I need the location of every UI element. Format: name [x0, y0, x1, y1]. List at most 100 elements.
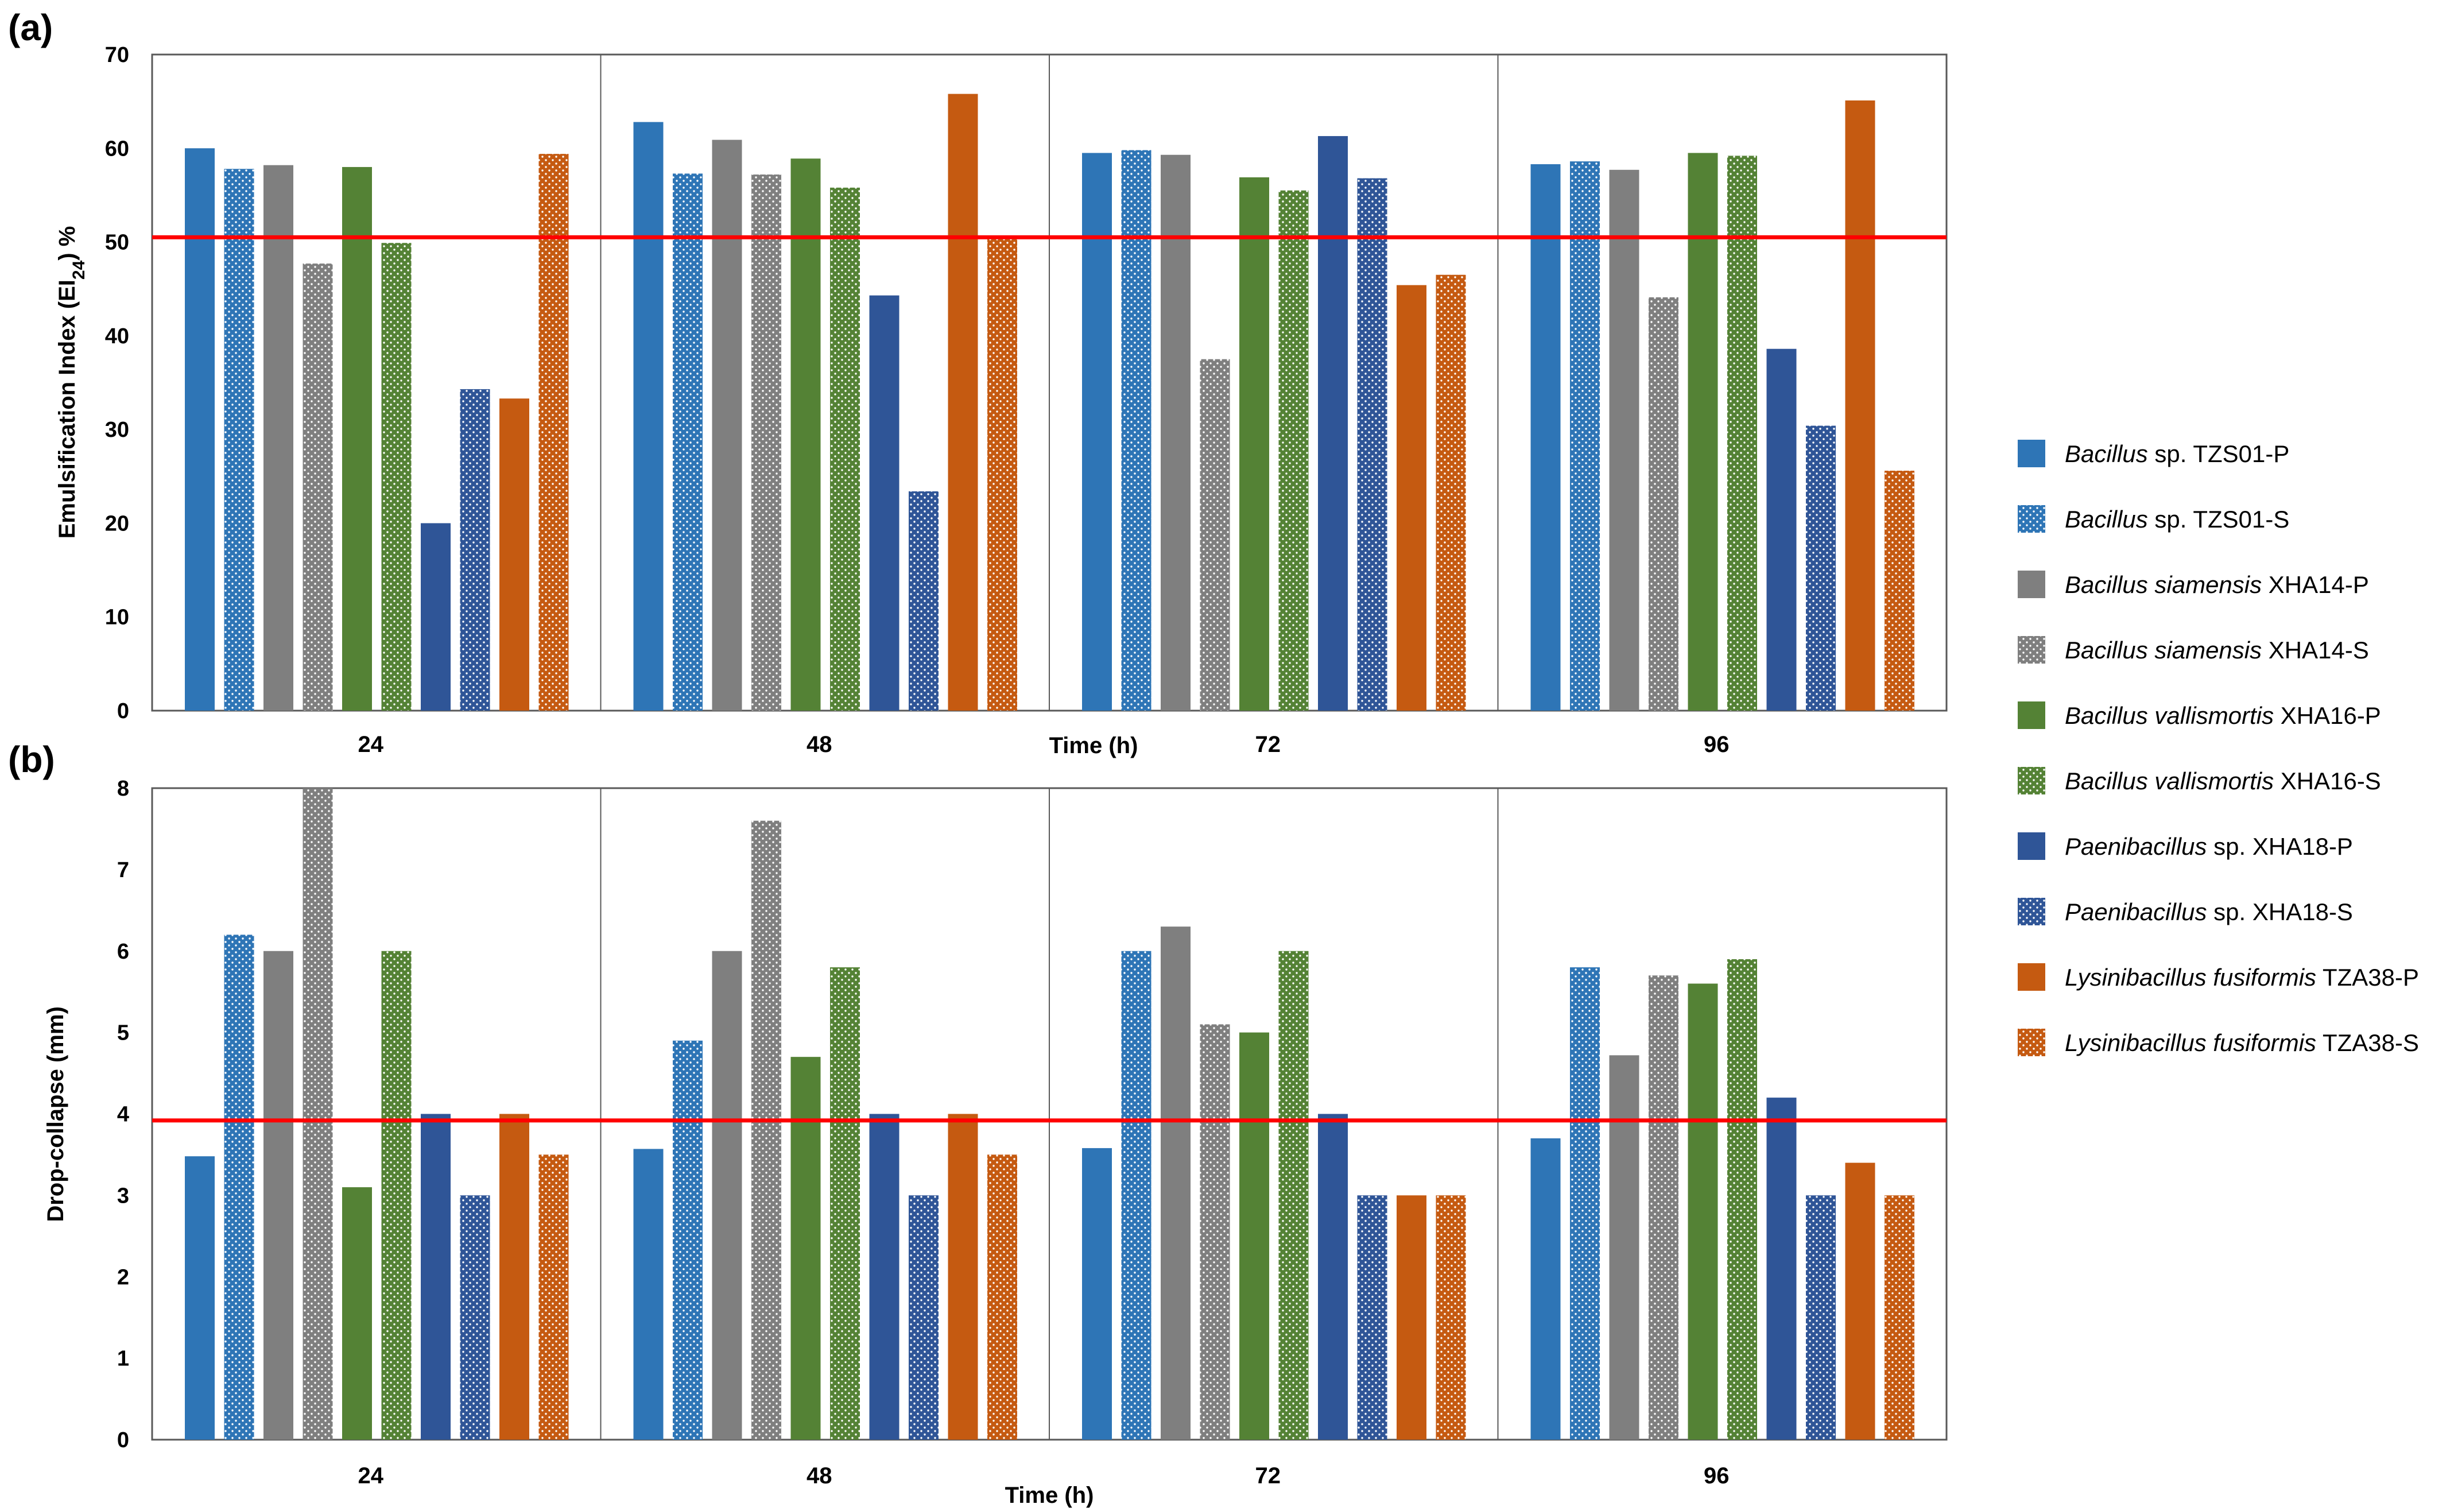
- chart-a-bar: [673, 173, 703, 711]
- legend: Bacillus sp. TZS01-P Bacillus sp. TZS01-S…: [2018, 440, 2419, 1056]
- legend-label: Bacillus siamensis XHA14-S: [2065, 637, 2369, 664]
- chart-a-y-tick-label: 0: [117, 699, 129, 723]
- chart-b-drop-collapse: (b) 0 1 2 3 4 5 6 7 8 24 48 72 96 Time (h) Drop-col…: [8, 739, 1948, 1508]
- chart-b-bar: [1609, 1055, 1639, 1440]
- legend-strain: TZA38-S: [2316, 1029, 2419, 1056]
- chart-b-x-axis-title: Time (h): [1005, 1483, 1094, 1508]
- chart-b-x-tick-label: 48: [807, 1463, 832, 1488]
- legend-label: Lysinibacillus fusiformis TZA38-S: [2065, 1029, 2419, 1056]
- legend-swatch: [2018, 832, 2045, 860]
- legend-item: Bacillus vallismortis XHA16-S: [2018, 767, 2381, 794]
- chart-b-bar: [1357, 1195, 1387, 1440]
- chart-b-bar: [1727, 959, 1757, 1440]
- chart-b-bar: [224, 935, 254, 1440]
- legend-genus: Bacillus vallismortis: [2065, 767, 2274, 794]
- legend-label: Bacillus sp. TZS01-P: [2065, 440, 2289, 467]
- chart-a-bar: [1649, 297, 1678, 711]
- legend-item: Paenibacillus sp. XHA18-S: [2018, 898, 2353, 925]
- chart-a-y-tick-label: 30: [105, 418, 129, 442]
- chart-a-bar: [342, 166, 372, 711]
- chart-b-bar: [1570, 967, 1600, 1440]
- chart-b-bar: [263, 951, 293, 1440]
- legend-strain: TZA38-P: [2316, 964, 2419, 991]
- chart-a-bar: [1239, 177, 1269, 711]
- chart-b-bar: [538, 1154, 569, 1440]
- chart-a-y-tick-label: 20: [105, 511, 129, 536]
- chart-b-bar: [1121, 951, 1151, 1440]
- legend-item: Lysinibacillus fusiformis TZA38-P: [2018, 963, 2419, 991]
- chart-a-bar: [712, 139, 742, 711]
- chart-a-x-tick-label: 24: [358, 732, 384, 757]
- chart-b-bar: [499, 1114, 529, 1440]
- legend-label: Bacillus vallismortis XHA16-S: [2065, 767, 2381, 794]
- chart-a-bar: [1806, 425, 1836, 711]
- chart-a-bar: [1845, 100, 1875, 711]
- chart-b-bar: [1200, 1024, 1230, 1440]
- chart-b-bar: [303, 788, 333, 1440]
- chart-a-y-title-main: Emulsification Index (EI: [55, 280, 80, 538]
- chart-a-bar: [1688, 153, 1718, 711]
- chart-a-bar: [869, 295, 899, 711]
- chart-b-x-tick-label: 72: [1255, 1463, 1281, 1488]
- chart-a-bar: [224, 169, 254, 711]
- chart-a-bar: [538, 154, 569, 711]
- chart-a-bar: [987, 237, 1017, 711]
- legend-swatch: [2018, 440, 2045, 467]
- chart-b-bar: [869, 1114, 899, 1440]
- chart-b-x-tick-label: 24: [358, 1463, 384, 1488]
- chart-a-bar: [1161, 154, 1191, 711]
- legend-strain: sp. TZS01-S: [2148, 506, 2290, 533]
- legend-genus: Bacillus siamensis: [2065, 637, 2262, 664]
- chart-b-y-tick-label: 4: [117, 1103, 129, 1127]
- legend-label: Paenibacillus sp. XHA18-S: [2065, 898, 2353, 925]
- chart-b-bar: [1530, 1138, 1561, 1440]
- legend-item: Bacillus siamensis XHA14-P: [2018, 571, 2369, 598]
- chart-a-bar: [1121, 150, 1151, 711]
- chart-b-y-tick-label: 1: [117, 1347, 129, 1371]
- legend-genus: Bacillus vallismortis: [2065, 702, 2274, 729]
- chart-b-bar: [1845, 1162, 1875, 1440]
- chart-b-x-tick-label: 96: [1704, 1463, 1730, 1488]
- chart-a-bar: [1278, 190, 1309, 711]
- chart-a-y-tick-label: 60: [105, 137, 129, 161]
- panel-label-b: (b): [8, 739, 55, 780]
- chart-a-bar: [830, 187, 860, 711]
- chart-a-bar: [1530, 164, 1561, 711]
- chart-b-bar: [1649, 975, 1678, 1440]
- legend-label: Bacillus vallismortis XHA16-P: [2065, 702, 2381, 729]
- chart-a-x-tick-label: 48: [807, 732, 832, 757]
- chart-b-bar: [1885, 1195, 1914, 1440]
- chart-b-bar: [1806, 1195, 1836, 1440]
- chart-a-bar: [1082, 153, 1112, 711]
- chart-a-emulsification-index: (a) 0 10 20 30 40 50 60 70 24 48 72 96 Time (h) Em…: [8, 7, 1948, 758]
- chart-a-bar: [790, 158, 821, 711]
- chart-a-bar: [499, 398, 529, 711]
- chart-b-y-tick-label: 8: [117, 777, 129, 801]
- legend-item: Bacillus vallismortis XHA16-P: [2018, 701, 2381, 729]
- legend-swatch: [2018, 636, 2045, 664]
- legend-label: Paenibacillus sp. XHA18-P: [2065, 833, 2353, 860]
- chart-b-bar: [1397, 1195, 1426, 1440]
- chart-a-y-axis-title: Emulsification Index (EI24) %: [55, 226, 88, 539]
- chart-a-bar: [751, 175, 781, 711]
- chart-a-y-tick-label: 70: [105, 43, 129, 67]
- legend-genus: Lysinibacillus fusiformis: [2065, 1029, 2316, 1056]
- legend-strain: sp. TZS01-P: [2148, 440, 2290, 467]
- legend-swatch: [2018, 963, 2045, 991]
- legend-genus: Bacillus: [2065, 506, 2148, 533]
- chart-b-bar: [1766, 1098, 1797, 1440]
- legend-label: Bacillus sp. TZS01-S: [2065, 506, 2289, 533]
- chart-b-y-tick-label: 3: [117, 1184, 129, 1208]
- chart-b-bar: [633, 1149, 664, 1440]
- chart-b-y-tick-label: 0: [117, 1428, 129, 1452]
- chart-a-bar: [1727, 156, 1757, 711]
- legend-item: Paenibacillus sp. XHA18-P: [2018, 832, 2353, 860]
- legend-strain: XHA14-S: [2262, 637, 2369, 664]
- legend-swatch: [2018, 1029, 2045, 1056]
- chart-b-bar: [1318, 1114, 1348, 1440]
- chart-b-bar: [751, 820, 781, 1440]
- chart-a-bar: [1570, 161, 1600, 711]
- chart-a-x-tick-label: 72: [1255, 732, 1281, 757]
- chart-b-y-tick-label: 2: [117, 1265, 129, 1289]
- legend-item: Lysinibacillus fusiformis TZA38-S: [2018, 1029, 2419, 1056]
